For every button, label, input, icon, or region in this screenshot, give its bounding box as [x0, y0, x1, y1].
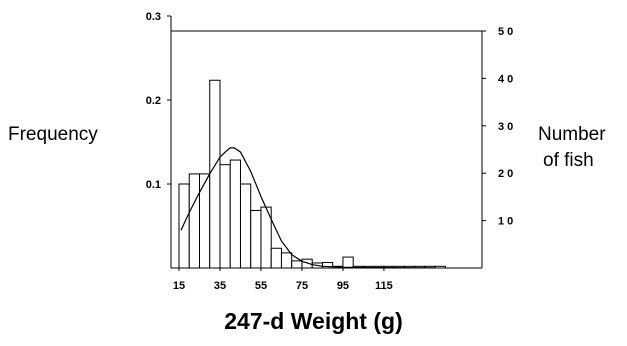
x-tick-label: 75	[296, 280, 308, 292]
histogram-bar	[188, 173, 200, 269]
x-ticks: 15 35 55 75 95 115	[173, 268, 393, 292]
histogram-bar	[209, 79, 221, 269]
y-right-tick-label: 2 0	[498, 168, 513, 180]
y-axis-label-left: Frequency	[8, 124, 98, 145]
x-tick-label: 95	[337, 280, 349, 292]
x-tick-label: 35	[214, 280, 226, 292]
left-y-ticks: 0.1 0.2 0.3	[146, 11, 171, 191]
y-right-tick-label: 1 0	[498, 216, 513, 228]
histogram-bar	[270, 247, 282, 269]
histogram-bars	[178, 79, 446, 269]
right-y-ticks: 1 0 2 0 3 0 4 0 5 0	[482, 26, 513, 228]
x-axis-label: 247-d Weight (g)	[224, 308, 403, 334]
x-tick-label: 55	[255, 280, 267, 292]
y-axis-label-right-line2: of fish	[543, 150, 594, 171]
histogram-bar	[291, 260, 303, 269]
histogram-bar	[229, 159, 241, 269]
histogram-bar	[178, 183, 190, 269]
histogram-bar	[239, 183, 252, 269]
y-right-tick-label: 4 0	[498, 73, 513, 85]
histogram-bar	[342, 256, 354, 269]
x-tick-label: 15	[173, 280, 185, 292]
y-left-tick-label: 0.1	[146, 179, 161, 191]
y-left-tick-label: 0.3	[146, 11, 161, 23]
histogram-bar	[250, 209, 262, 269]
x-tick-label: 115	[375, 280, 393, 292]
y-right-tick-label: 5 0	[498, 26, 513, 38]
y-axis-label-right-line1: Number	[538, 124, 606, 145]
histogram-bar	[280, 252, 293, 269]
y-left-tick-label: 0.2	[146, 95, 161, 107]
histogram-bar	[219, 164, 231, 269]
y-axis-label-right: Number of fish	[538, 122, 606, 174]
histogram-bar	[198, 173, 211, 269]
fitted-distribution-curve	[180, 147, 436, 269]
y-right-tick-label: 3 0	[498, 121, 513, 133]
